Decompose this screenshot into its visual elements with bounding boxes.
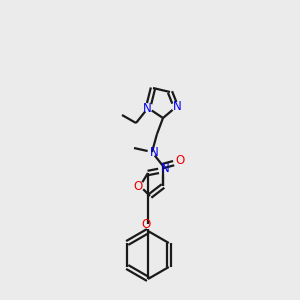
Text: O: O — [176, 154, 184, 167]
Text: N: N — [142, 103, 152, 116]
Text: N: N — [160, 163, 169, 176]
Text: O: O — [134, 181, 142, 194]
Text: N: N — [150, 146, 158, 158]
Text: O: O — [141, 218, 151, 232]
Text: N: N — [172, 100, 182, 112]
